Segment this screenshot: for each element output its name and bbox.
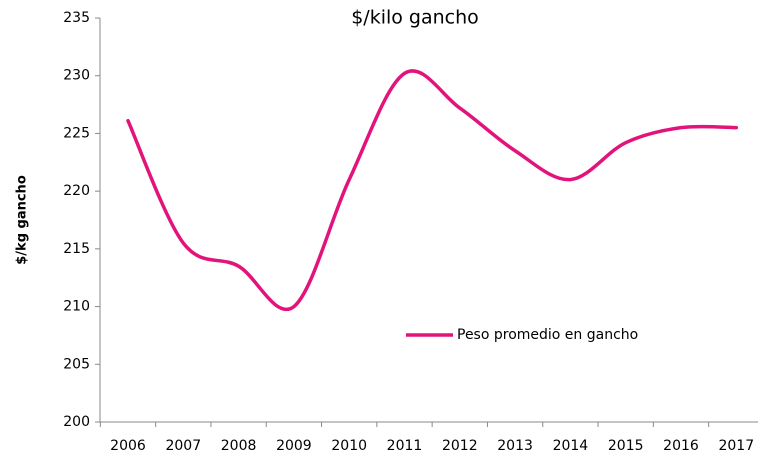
x-tick-label: 2006 [110, 438, 146, 454]
chart-title: $/kilo gancho [351, 7, 479, 29]
x-tick-label: 2012 [442, 438, 478, 454]
legend-label: Peso promedio en gancho [457, 327, 638, 343]
x-tick-label: 2010 [331, 438, 367, 454]
y-tick-label: 200 [63, 414, 90, 430]
y-tick-label: 220 [63, 183, 90, 199]
x-tick-label: 2007 [165, 438, 201, 454]
y-tick-label: 225 [63, 125, 90, 141]
y-tick-label: 235 [63, 10, 90, 26]
x-tick-label: 2009 [276, 438, 312, 454]
line [126, 69, 739, 311]
y-tick-label: 230 [63, 68, 90, 84]
x-tick-label: 2017 [718, 438, 754, 454]
x-tick-label: 2016 [663, 438, 699, 454]
x-tick-label: 2011 [387, 438, 423, 454]
x-tick-label: 2015 [608, 438, 644, 454]
y-tick-label: 210 [63, 299, 90, 315]
y-tick-label: 205 [63, 356, 90, 372]
y-tick-label: 215 [63, 241, 90, 257]
x-tick-label: 2008 [221, 438, 257, 454]
x-tick-label: 2013 [497, 438, 533, 454]
x-tick-label: 2014 [553, 438, 589, 454]
y-axis-label: $/kg gancho [15, 175, 30, 265]
